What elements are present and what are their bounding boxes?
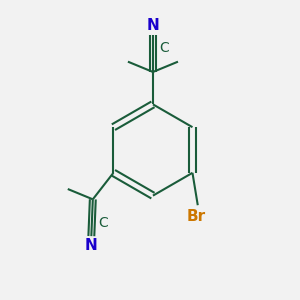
Text: C: C <box>98 216 108 230</box>
Text: C: C <box>159 41 169 56</box>
Text: N: N <box>85 238 98 253</box>
Text: N: N <box>147 18 159 33</box>
Text: Br: Br <box>187 209 206 224</box>
